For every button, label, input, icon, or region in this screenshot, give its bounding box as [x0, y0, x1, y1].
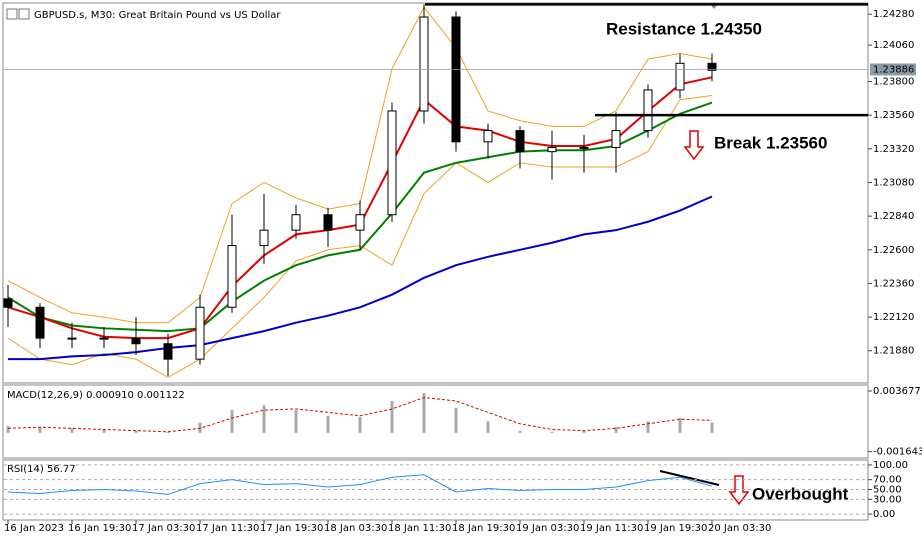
y-tick-label: 0.003677 — [873, 386, 921, 397]
y-tick-label: 1.24060 — [873, 40, 914, 51]
down-arrow — [683, 130, 705, 161]
candle-body — [451, 16, 461, 143]
macd-bar — [422, 392, 426, 433]
candle-body — [547, 146, 557, 153]
candle-body — [419, 16, 429, 112]
x-tick-label: 19 Jan 11:30 — [580, 523, 643, 534]
macd-bar — [518, 430, 522, 433]
annotation: Break 1.23560 — [714, 133, 827, 152]
rsi-line — [7, 474, 713, 495]
signal-line — [7, 397, 713, 433]
candle-body — [611, 130, 621, 148]
macd-bar — [38, 427, 42, 433]
candle-body — [675, 62, 685, 91]
candle-body — [291, 214, 301, 231]
candle-body — [323, 214, 333, 231]
y-tick-label: 1.23320 — [873, 144, 914, 155]
annotation: Overbought — [752, 484, 849, 503]
x-tick-label: 18 Jan 11:30 — [388, 523, 451, 534]
macd-bar — [614, 427, 618, 433]
y-tick-label: 1.23560 — [873, 110, 914, 121]
macd-bar — [326, 415, 330, 433]
x-tick-label: 16 Jan 19:30 — [68, 523, 131, 534]
chart-icon — [18, 8, 30, 20]
last-price-label: 1.23886 — [873, 64, 914, 75]
macd-bar — [582, 430, 586, 433]
macd-bar — [134, 430, 138, 433]
candle-body — [515, 130, 525, 153]
candle-body — [131, 337, 141, 345]
macd-bar — [358, 416, 362, 433]
y-tick-label: 1.22600 — [873, 245, 914, 256]
candle-body — [3, 298, 13, 308]
candle-body — [355, 214, 365, 231]
candle-body — [67, 337, 77, 340]
x-tick-label: 17 Jan 19:30 — [260, 523, 323, 534]
x-tick-label: 18 Jan 03:30 — [324, 523, 387, 534]
macd-bar — [294, 410, 298, 433]
x-tick-label: 16 Jan 2023 — [4, 523, 64, 534]
macd-bar — [70, 428, 74, 433]
macd-bar — [198, 422, 202, 433]
macd-bar — [454, 407, 458, 433]
y-tick-label: 30.00 — [873, 494, 902, 505]
x-tick-label: 19 Jan 19:30 — [644, 523, 707, 534]
candle-body — [35, 306, 45, 339]
annotation: Resistance 1.24350 — [606, 19, 762, 38]
macd-bar — [550, 431, 554, 433]
x-tick-label: 19 Jan 03:30 — [516, 523, 579, 534]
y-tick-label: 100.00 — [873, 460, 908, 471]
macd-panel — [2, 384, 869, 459]
y-tick-label: 1.22840 — [873, 211, 914, 222]
candle-body — [387, 110, 397, 216]
chart-title: GBPUSD.s, M30: Great Britain Pound vs US… — [34, 10, 281, 21]
x-tick-label: 17 Jan 11:30 — [196, 523, 259, 534]
x-tick-label: 18 Jan 19:30 — [452, 523, 515, 534]
y-tick-label: -0.001643 — [873, 447, 922, 458]
macd-title: MACD(12,26,9) 0.000910 0.001122 — [7, 390, 185, 401]
rsi-trend-line — [659, 470, 720, 486]
macd-bar — [6, 426, 10, 433]
macd-bar — [166, 431, 170, 433]
y-tick-label: 1.24280 — [873, 9, 914, 20]
last-price-box — [870, 63, 916, 76]
y-tick-label: 70.00 — [873, 475, 902, 486]
candle-body — [483, 130, 493, 143]
macd-bar — [102, 429, 106, 433]
y-tick-label: 1.22360 — [873, 278, 914, 289]
price-panel — [2, 2, 869, 384]
candle-body — [259, 229, 269, 247]
candle-body — [227, 245, 237, 308]
rsi-title: RSI(14) 56.77 — [7, 464, 76, 475]
candle-body — [579, 146, 589, 149]
macd-bar — [710, 422, 714, 433]
moving-average — [8, 195, 713, 361]
candle-body — [99, 337, 109, 340]
candle-body — [643, 89, 653, 132]
candle-body — [195, 306, 205, 360]
macd-bar — [230, 410, 234, 433]
y-tick-label: 1.22120 — [873, 312, 914, 323]
macd-bar — [646, 421, 650, 433]
macd-bar — [486, 421, 490, 433]
candle-body — [163, 343, 173, 360]
macd-bar — [262, 405, 266, 433]
x-tick-label: 17 Jan 03:30 — [132, 523, 195, 534]
macd-bar — [678, 418, 682, 433]
x-tick-label: 20 Jan 03:30 — [708, 523, 771, 534]
y-tick-label: 1.23800 — [873, 77, 914, 88]
macd-bar — [390, 400, 394, 433]
y-tick-label: 0.00 — [873, 509, 895, 520]
y-tick-label: 1.23080 — [873, 177, 914, 188]
y-tick-label: 1.21880 — [873, 346, 914, 357]
chart-icon — [6, 8, 18, 20]
candle-body — [707, 62, 717, 71]
y-tick-label: 50.00 — [873, 485, 902, 496]
